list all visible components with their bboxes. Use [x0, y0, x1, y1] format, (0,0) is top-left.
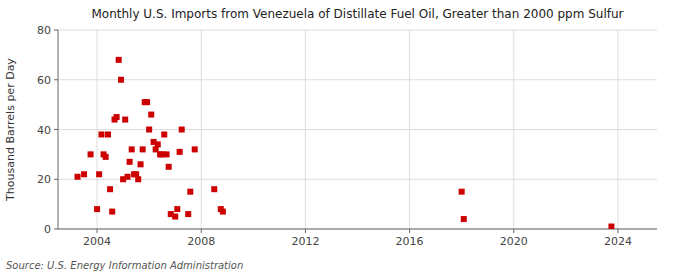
point	[109, 209, 115, 215]
x-grid-line	[617, 30, 618, 229]
x-tick-label: 2016	[396, 235, 424, 248]
y-tick	[54, 30, 58, 31]
chart-container: Monthly U.S. Imports from Venezuela of D…	[0, 0, 675, 275]
point	[105, 131, 111, 137]
x-axis-line	[58, 229, 657, 230]
point	[107, 186, 113, 192]
x-grid-line	[97, 30, 98, 229]
axes: 0 20 40 60 80 2004 2008 2012 2016 2020 2024	[37, 24, 657, 248]
point	[177, 149, 183, 155]
point	[140, 146, 146, 152]
x-grid-line	[305, 30, 306, 229]
point	[125, 174, 131, 180]
y-tick	[54, 129, 58, 130]
x-tick-label: 2012	[291, 235, 319, 248]
point	[122, 117, 128, 123]
point	[211, 186, 217, 192]
point	[155, 141, 161, 147]
point	[608, 224, 614, 229]
point	[220, 209, 226, 215]
point	[94, 206, 100, 212]
x-tick-label: 2008	[187, 235, 215, 248]
point	[185, 211, 191, 217]
y-grid-line	[58, 79, 657, 80]
y-tick	[54, 79, 58, 80]
x-tick	[97, 229, 98, 233]
x-tick	[201, 229, 202, 233]
points	[75, 57, 615, 229]
grid	[58, 30, 657, 229]
x-grid-line	[513, 30, 514, 229]
y-tick	[54, 179, 58, 180]
x-tick	[305, 229, 306, 233]
point	[148, 112, 154, 118]
x-tick-label: 2004	[83, 235, 111, 248]
point	[98, 131, 104, 137]
y-axis-line	[58, 30, 59, 229]
point	[135, 176, 141, 182]
x-tick	[513, 229, 514, 233]
point	[179, 127, 185, 133]
point	[459, 189, 465, 195]
x-grid-line	[201, 30, 202, 229]
y-grid-line	[58, 229, 657, 230]
y-tick-label: 80	[37, 24, 51, 37]
point	[461, 216, 467, 222]
point	[172, 214, 178, 220]
point	[118, 77, 124, 83]
point	[166, 164, 172, 170]
point	[144, 99, 150, 105]
y-grid-line	[58, 30, 657, 31]
title: Monthly U.S. Imports from Venezuela of D…	[91, 7, 623, 21]
point	[174, 206, 180, 212]
y-axis-label: Thousand Barrels per Day	[4, 58, 17, 202]
point	[96, 171, 102, 177]
point	[103, 154, 109, 160]
x-tick-label: 2024	[604, 235, 632, 248]
y-tick-label: 40	[37, 124, 51, 137]
point	[129, 146, 135, 152]
point	[116, 57, 122, 63]
point	[127, 159, 133, 165]
point	[81, 171, 87, 177]
point	[161, 131, 167, 137]
point	[114, 114, 120, 120]
point	[146, 127, 152, 133]
point	[138, 161, 144, 167]
point	[192, 146, 198, 152]
y-tick	[54, 229, 58, 230]
point	[164, 151, 170, 157]
y-tick-label: 0	[44, 223, 51, 236]
point	[88, 151, 94, 157]
y-grid-line	[58, 179, 657, 180]
x-tick-label: 2020	[500, 235, 528, 248]
y-tick-label: 20	[37, 173, 51, 186]
x-tick	[617, 229, 618, 233]
y-tick-label: 60	[37, 74, 51, 87]
source: Source: U.S. Energy Information Administ…	[6, 260, 243, 271]
x-tick	[409, 229, 410, 233]
point	[75, 174, 81, 180]
chart-svg: Monthly U.S. Imports from Venezuela of D…	[0, 0, 675, 275]
point	[187, 189, 193, 195]
x-grid-line	[409, 30, 410, 229]
